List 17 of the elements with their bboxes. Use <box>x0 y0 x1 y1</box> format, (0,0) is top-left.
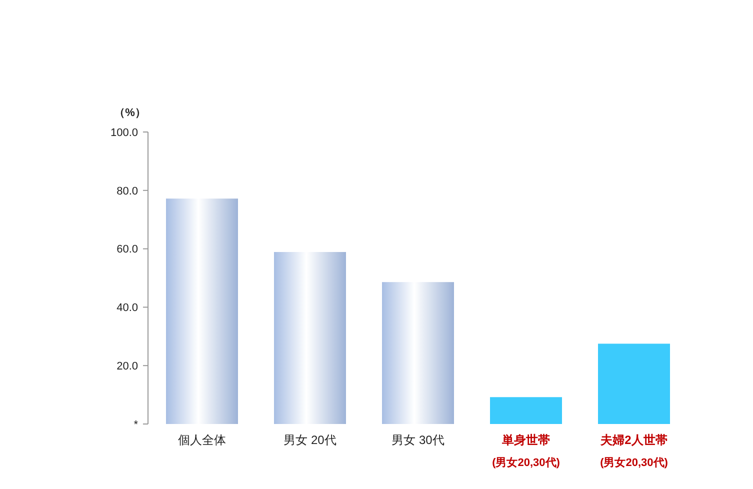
bar <box>166 198 238 424</box>
y-tick-label: * <box>134 418 139 431</box>
y-tick-label: 100.0 <box>110 126 138 139</box>
y-tick-label: 40.0 <box>116 302 138 314</box>
x-tick-label: 個人全体 <box>178 433 226 447</box>
y-axis-title: （%） <box>114 107 146 119</box>
bar <box>274 252 346 424</box>
y-tick-label: 20.0 <box>116 360 138 372</box>
bar <box>382 282 454 424</box>
bar <box>490 397 562 424</box>
x-tick-label: 夫婦2人世帯 (男女20,30代) <box>600 433 668 469</box>
x-tick-label: 単身世帯 (男女20,30代) <box>492 433 560 469</box>
y-tick-label: 80.0 <box>116 185 138 198</box>
y-tick-label: 60.0 <box>116 244 138 256</box>
bar <box>598 344 670 424</box>
x-tick-label: 男女 20代 <box>284 433 336 447</box>
x-tick-label: 男女 30代 <box>392 433 444 447</box>
